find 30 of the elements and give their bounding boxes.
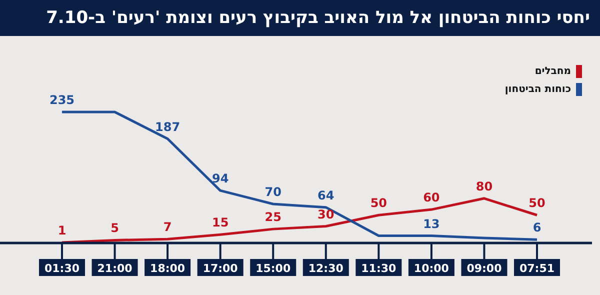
data-label: 15 [212,216,229,230]
data-label: 80 [476,179,493,194]
x-tick-label: 07:51 [519,262,555,275]
data-label: 50 [370,196,388,210]
data-label: 64 [318,188,334,202]
x-tick-label: 11:30 [361,262,397,275]
x-tick-label: 10:00 [414,262,450,275]
data-label: 94 [212,172,229,186]
data-label: 13 [423,216,440,231]
legend-label: מחבלים [534,66,571,77]
chart-title: יחסי כוחות הביטחון אל מול האויב בקיבוץ רעים וצומת 'רעים' ב-7.10 [0,0,600,36]
data-label: 235 [49,93,75,107]
x-tick-label: 18:00 [150,262,186,275]
legend-label: כוחות הביטחון [504,84,571,95]
data-label: 7 [163,220,172,234]
data-label: 187 [155,120,180,134]
x-tick-label: 15:00 [256,262,291,275]
data-label: 60 [423,190,440,205]
data-label: 6 [532,220,542,235]
x-tick-label: 09:00 [466,262,502,275]
data-label: 70 [264,184,282,199]
x-tick-label: 21:00 [97,262,133,275]
data-label: 5 [110,221,119,236]
data-label: 30 [318,207,334,222]
x-tick-label: 17:00 [202,262,238,275]
x-tick-label: 12:30 [308,262,344,275]
data-label: 50 [528,196,546,210]
x-tick-label: 01:30 [44,262,80,275]
data-label: 1 [58,223,66,238]
data-label: 25 [264,210,282,224]
